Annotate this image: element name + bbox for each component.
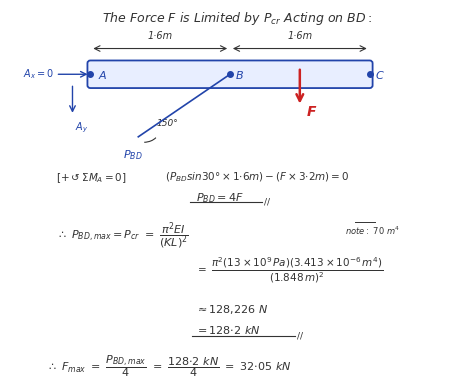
Text: $\therefore\ F_{max}\ =\ \dfrac{P_{BD,max}}{4}\ =\ \dfrac{128{\cdot}2\ kN}{4}\ =: $\therefore\ F_{max}\ =\ \dfrac{P_{BD,ma… bbox=[46, 353, 291, 379]
Text: $P_{BD}=4F$: $P_{BD}=4F$ bbox=[196, 191, 244, 205]
Text: $(P_{BD}\mathit{sin}30°\times 1{\cdot}6m)-(F\times 3{\cdot}2m)=0$: $(P_{BD}\mathit{sin}30°\times 1{\cdot}6m… bbox=[165, 171, 350, 185]
Text: $P_{BD}$: $P_{BD}$ bbox=[124, 148, 143, 161]
Text: 150°: 150° bbox=[156, 119, 178, 128]
Text: 1·6m: 1·6m bbox=[148, 31, 173, 41]
Text: F: F bbox=[307, 105, 316, 119]
Text: $A_x{=}0$: $A_x{=}0$ bbox=[23, 67, 54, 81]
Text: B: B bbox=[236, 71, 244, 81]
Text: //: // bbox=[264, 197, 270, 207]
Text: $=\ \dfrac{\pi^2(13\times10^9\,Pa)(3.413\times10^{-6}\,m^4)}{(1.848\,m)^2}$: $=\ \dfrac{\pi^2(13\times10^9\,Pa)(3.413… bbox=[195, 255, 383, 285]
Text: $=128{\cdot}2\ kN$: $=128{\cdot}2\ kN$ bbox=[195, 324, 261, 335]
Text: $\approx 128{,}226\ N$: $\approx 128{,}226\ N$ bbox=[195, 303, 268, 316]
Text: C: C bbox=[375, 71, 383, 81]
Text: $\mathit{The\ Force\ F\ is\ Limited\ by\ P_{cr}\ Acting\ on\ BD:}$: $\mathit{The\ Force\ F\ is\ Limited\ by\… bbox=[102, 10, 372, 27]
Text: $A_y$: $A_y$ bbox=[75, 120, 89, 135]
Text: $[+\circlearrowleft\Sigma M_A{=}0]$: $[+\circlearrowleft\Sigma M_A{=}0]$ bbox=[55, 171, 127, 185]
Text: A: A bbox=[99, 71, 106, 81]
Text: $\mathit{note:\ 70\ m^4}$: $\mathit{note:\ 70\ m^4}$ bbox=[345, 225, 400, 238]
Text: //: // bbox=[297, 332, 303, 341]
Text: 1·6m: 1·6m bbox=[287, 31, 312, 41]
FancyBboxPatch shape bbox=[87, 61, 373, 88]
Text: $\therefore\ P_{BD,max}=P_{cr}\ =\ \dfrac{\pi^2 EI}{(KL)^2}$: $\therefore\ P_{BD,max}=P_{cr}\ =\ \dfra… bbox=[55, 221, 189, 251]
